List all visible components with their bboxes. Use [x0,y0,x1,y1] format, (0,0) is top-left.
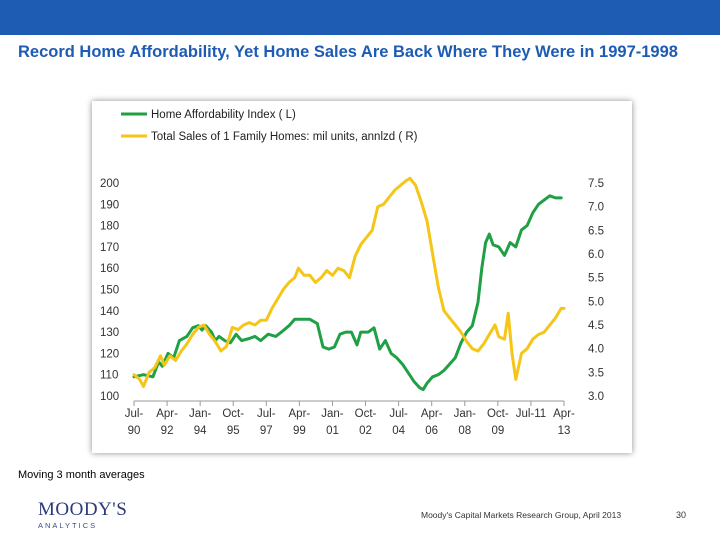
x-axis-tick-label: Jul-11 [516,408,546,420]
x-axis-tick-label: Jul- [125,408,144,420]
top-banner [0,0,720,35]
line-chart: 100 110 120 130 140 150 160 170 180 190 200 3.0 3.5 4… [100,109,604,437]
x-axis-tick-label: 01 [326,425,339,437]
left-axis-tick-label: 170 [100,242,119,254]
x-axis-tick-label: 02 [359,425,372,437]
right-axis-tick-label: 7.5 [588,178,604,190]
logo-main-text: MOODY'S [38,499,128,520]
x-axis-tick-label: 90 [128,425,141,437]
x-axis-tick-label: 09 [491,425,504,437]
x-axis-tick-label: Oct- [487,408,509,420]
x-axis-tick-label: Jul- [389,408,408,420]
source-note: Moody's Capital Markets Research Group, … [421,510,622,520]
x-axis-tick-label: 92 [161,425,174,437]
x-axis-tick-label: Apr- [289,408,311,420]
x-axis-tick-label: Jul- [257,408,276,420]
right-axis-tick-label: 6.5 [588,225,604,237]
right-axis-tick-label: 5.0 [588,296,604,308]
moodys-analytics-logo: MOODY'S ANALYTICS [38,500,127,530]
x-axis-tick-label: Oct- [222,408,244,420]
x-axis-tick-label: Apr- [421,408,443,420]
chart-panel: 100 110 120 130 140 150 160 170 180 190 200 3.0 3.5 4… [92,101,632,453]
x-axis-tick-label: Jan- [454,408,477,420]
x-axis-tick-label: Jan- [189,408,212,420]
series-line-affordability [132,194,563,392]
right-axis-tick-label: 7.0 [588,202,604,214]
x-axis-tick-label: 97 [260,425,273,437]
x-axis-tick-label: Jan- [321,408,344,420]
right-axis-tick-label: 3.5 [588,367,604,379]
right-axis-tick-label: 3.0 [588,391,604,403]
left-axis-tick-label: 150 [100,285,119,297]
left-axis-tick-label: 180 [100,221,119,233]
series-line-home-sales [132,176,566,388]
x-axis-tick-label: Oct- [355,408,377,420]
x-axis-tick-label: 95 [227,425,240,437]
left-axis-tick-label: 110 [100,370,118,382]
x-axis-tick-label: 99 [293,425,306,437]
x-axis-tick-label: Apr- [156,408,178,420]
slide-title: Record Home Affordability, Yet Home Sale… [18,43,678,61]
left-axis-tick-label: 130 [100,327,119,339]
x-axis-tick-label: 13 [558,425,571,437]
left-axis-tick-label: 160 [100,263,119,275]
x-axis-tick-label: 94 [194,425,207,437]
legend-label: Home Affordability Index ( L) [151,109,296,121]
right-axis-tick-label: 4.0 [588,344,604,356]
left-axis-tick-label: 120 [100,348,119,360]
x-axis-tick-label: 06 [425,425,438,437]
x-axis-tick-label: Apr- [553,408,575,420]
right-axis-tick-label: 4.5 [588,320,604,332]
footnote: Moving 3 month averages [18,469,145,481]
logo-sub-text: ANALYTICS [38,521,98,530]
left-axis-tick-label: 200 [100,178,119,190]
right-axis-tick-label: 5.5 [588,273,604,285]
x-axis-tick-label: 04 [392,425,405,437]
page-number: 30 [676,510,687,520]
x-axis-tick-label: 08 [458,425,471,437]
left-axis-tick-label: 100 [100,391,119,403]
right-axis-tick-label: 6.0 [588,249,604,261]
left-axis-tick-label: 190 [100,199,119,211]
legend-label: Total Sales of 1 Family Homes: mil units… [151,131,418,143]
left-axis-tick-label: 140 [100,306,119,318]
